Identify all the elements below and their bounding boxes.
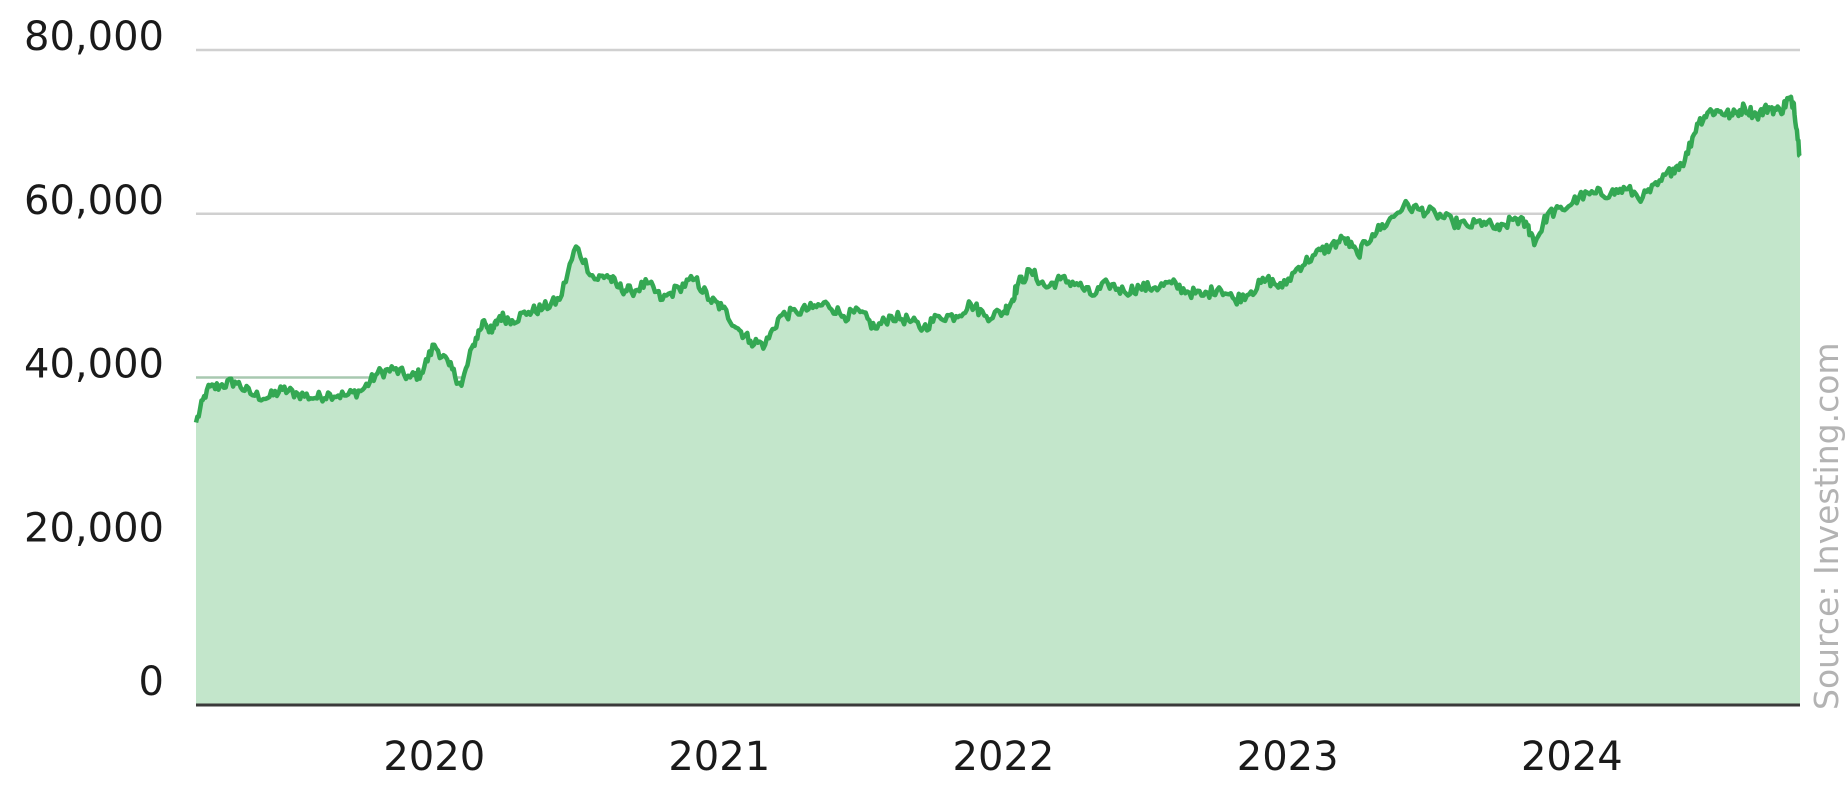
y-axis-tick-labels: 0 20,000 40,000 60,000 80,000 bbox=[24, 14, 164, 705]
y-tick-label-40,000: 40,000 bbox=[24, 342, 164, 388]
area-fill bbox=[196, 96, 1800, 706]
y-tick-label-20,000: 20,000 bbox=[24, 505, 164, 551]
x-tick-label-2020: 2020 bbox=[383, 734, 485, 780]
x-tick-label-2023: 2023 bbox=[1237, 734, 1339, 780]
x-tick-label-2022: 2022 bbox=[953, 734, 1055, 780]
x-tick-label-2021: 2021 bbox=[668, 734, 770, 780]
x-tick-label-2024: 2024 bbox=[1521, 734, 1623, 780]
source-label: Source: Investing.com bbox=[1807, 342, 1846, 710]
y-tick-label-60,000: 60,000 bbox=[24, 178, 164, 224]
x-axis-tick-labels: 2020 2021 2022 2023 2024 bbox=[383, 734, 1622, 780]
area-series bbox=[193, 94, 1802, 706]
y-tick-label-80,000: 80,000 bbox=[24, 14, 164, 60]
series-line bbox=[193, 94, 1802, 424]
y-tick-label-0: 0 bbox=[139, 659, 164, 705]
